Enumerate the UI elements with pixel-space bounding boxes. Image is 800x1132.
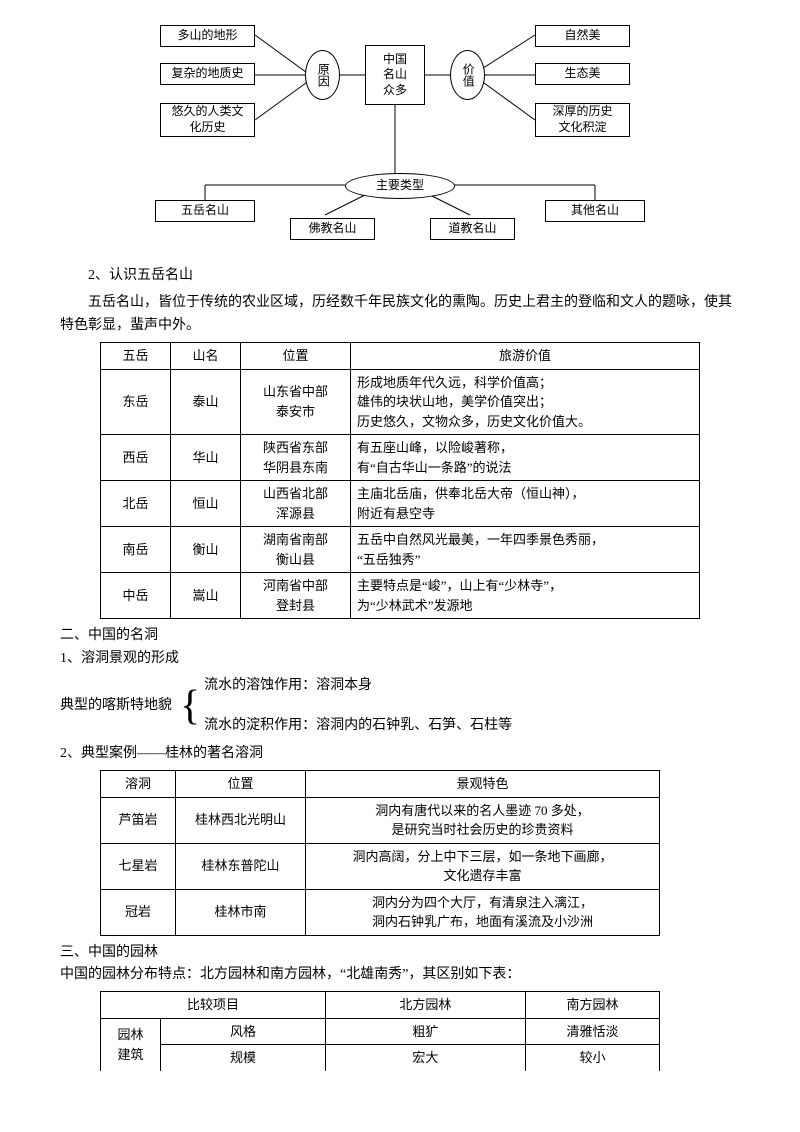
td: 有五座山峰，以险峻著称， 有“自古华山一条路”的说法	[351, 435, 700, 481]
table-row: 芦笛岩 桂林西北光明山 洞内有唐代以来的名人墨迹 70 多处， 是研究当时社会历…	[101, 797, 660, 843]
type-box-2: 佛教名山	[290, 218, 375, 240]
td: 河南省中部 登封县	[241, 573, 351, 619]
s3-para: 中国的园林分布特点：北方园林和南方园林，“北雄南秀”，其区别如下表：	[60, 964, 740, 986]
td: 七星岩	[101, 843, 176, 889]
td: 东岳	[101, 369, 171, 435]
value-box-2: 生态美	[535, 63, 630, 85]
value-ellipse: 价值	[450, 50, 485, 100]
td: 嵩山	[171, 573, 241, 619]
type-box-1: 五岳名山	[155, 200, 255, 222]
th: 山名	[171, 343, 241, 370]
th: 位置	[241, 343, 351, 370]
gardens-table: 比较项目 北方园林 南方园林 园林 建筑 风格 粗犷 清雅恬淡 规模 宏大 较小	[100, 991, 660, 1071]
table-row: 中岳 嵩山 河南省中部 登封县 主要特点是“峻”，山上有“少林寺”， 为“少林武…	[101, 573, 700, 619]
td: 芦笛岩	[101, 797, 176, 843]
td: 形成地质年代久远，科学价值高； 雄伟的块状山地，美学价值突出； 历史悠久，文物众…	[351, 369, 700, 435]
table-row: 七星岩 桂林东普陀山 洞内高阔，分上中下三层，如一条地下画廊， 文化遗存丰富	[101, 843, 660, 889]
th: 位置	[176, 771, 306, 798]
td: 陕西省东部 华阴县东南	[241, 435, 351, 481]
s2-heading: 二、中国的名洞	[60, 625, 740, 647]
td: 湖南省南部 衡山县	[241, 527, 351, 573]
td: 洞内分为四个大厅，有清泉注入漓江， 洞内石钟乳广布，地面有溪流及小沙洲	[306, 889, 660, 935]
td: 山西省北部 浑源县	[241, 481, 351, 527]
th: 南方园林	[525, 992, 659, 1019]
brace-item-2: 流水的淀积作用：溶洞内的石钟乳、石笋、石柱等	[204, 715, 512, 737]
table-header-row: 比较项目 北方园林 南方园林	[101, 992, 660, 1019]
five-mountains-table: 五岳 山名 位置 旅游价值 东岳 泰山 山东省中部 泰安市 形成地质年代久远，科…	[100, 342, 700, 619]
s3-heading: 三、中国的园林	[60, 942, 740, 964]
s1-para: 五岳名山，皆位于传统的农业区域，历经数千年民族文化的熏陶。历史上君主的登临和文人…	[60, 292, 740, 337]
th: 旅游价值	[351, 343, 700, 370]
th: 景观特色	[306, 771, 660, 798]
th: 溶洞	[101, 771, 176, 798]
brace-structure: 典型的喀斯特地貌 { 流水的溶蚀作用：溶洞本身 流水的淀积作用：溶洞内的石钟乳、…	[60, 675, 740, 738]
cause-ellipse: 原因	[305, 50, 340, 100]
td: 风格	[161, 1018, 326, 1045]
td: 华山	[171, 435, 241, 481]
td: 北岳	[101, 481, 171, 527]
s2-sub2: 2、典型案例——桂林的著名溶洞	[60, 743, 740, 765]
td: 较小	[525, 1045, 659, 1071]
table-row: 东岳 泰山 山东省中部 泰安市 形成地质年代久远，科学价值高； 雄伟的块状山地，…	[101, 369, 700, 435]
caves-table: 溶洞 位置 景观特色 芦笛岩 桂林西北光明山 洞内有唐代以来的名人墨迹 70 多…	[100, 770, 660, 936]
td: 冠岩	[101, 889, 176, 935]
table-row: 西岳 华山 陕西省东部 华阴县东南 有五座山峰，以险峻著称， 有“自古华山一条路…	[101, 435, 700, 481]
cause-box-3: 悠久的人类文 化历史	[160, 103, 255, 137]
s1-title: 2、认识五岳名山	[60, 265, 740, 287]
cause-box-1: 多山的地形	[160, 25, 255, 47]
type-box-3: 道教名山	[430, 218, 515, 240]
value-box-3: 深厚的历史 文化积淀	[535, 103, 630, 137]
td: 清雅恬淡	[525, 1018, 659, 1045]
table-header-row: 溶洞 位置 景观特色	[101, 771, 660, 798]
td: 桂林东普陀山	[176, 843, 306, 889]
td: 主要特点是“峻”，山上有“少林寺”， 为“少林武术”发源地	[351, 573, 700, 619]
brace-left-label: 典型的喀斯特地貌	[60, 695, 172, 717]
td: 西岳	[101, 435, 171, 481]
td: 规模	[161, 1045, 326, 1071]
td: 宏大	[325, 1045, 525, 1071]
td: 桂林市南	[176, 889, 306, 935]
center-box: 中国 名山 众多	[365, 45, 425, 105]
th: 五岳	[101, 343, 171, 370]
td-category: 园林 建筑	[101, 1018, 161, 1071]
td: 山东省中部 泰安市	[241, 369, 351, 435]
td: 中岳	[101, 573, 171, 619]
type-box-4: 其他名山	[545, 200, 645, 222]
table-row: 冠岩 桂林市南 洞内分为四个大厅，有清泉注入漓江， 洞内石钟乳广布，地面有溪流及…	[101, 889, 660, 935]
td: 洞内高阔，分上中下三层，如一条地下画廊， 文化遗存丰富	[306, 843, 660, 889]
td: 五岳中自然风光最美，一年四季景色秀丽， “五岳独秀”	[351, 527, 700, 573]
table-row: 园林 建筑 风格 粗犷 清雅恬淡	[101, 1018, 660, 1045]
td: 泰山	[171, 369, 241, 435]
value-box-1: 自然美	[535, 25, 630, 47]
concept-diagram: 多山的地形 复杂的地质史 悠久的人类文 化历史 原因 中国 名山 众多 价值 自…	[140, 20, 660, 250]
td: 衡山	[171, 527, 241, 573]
table-row: 规模 宏大 较小	[101, 1045, 660, 1071]
table-row: 南岳 衡山 湖南省南部 衡山县 五岳中自然风光最美，一年四季景色秀丽， “五岳独…	[101, 527, 700, 573]
td: 桂林西北光明山	[176, 797, 306, 843]
table-header-row: 五岳 山名 位置 旅游价值	[101, 343, 700, 370]
s2-sub1: 1、溶洞景观的形成	[60, 648, 740, 670]
td: 南岳	[101, 527, 171, 573]
brace-item-1: 流水的溶蚀作用：溶洞本身	[204, 675, 512, 697]
brace-icon: {	[180, 685, 200, 727]
td: 粗犷	[325, 1018, 525, 1045]
table-row: 北岳 恒山 山西省北部 浑源县 主庙北岳庙，供奉北岳大帝（恒山神）， 附近有悬空…	[101, 481, 700, 527]
th: 北方园林	[325, 992, 525, 1019]
cause-box-2: 复杂的地质史	[160, 63, 255, 85]
th: 比较项目	[101, 992, 326, 1019]
td: 恒山	[171, 481, 241, 527]
td: 主庙北岳庙，供奉北岳大帝（恒山神）， 附近有悬空寺	[351, 481, 700, 527]
td: 洞内有唐代以来的名人墨迹 70 多处， 是研究当时社会历史的珍贵资料	[306, 797, 660, 843]
type-ellipse: 主要类型	[345, 173, 455, 199]
